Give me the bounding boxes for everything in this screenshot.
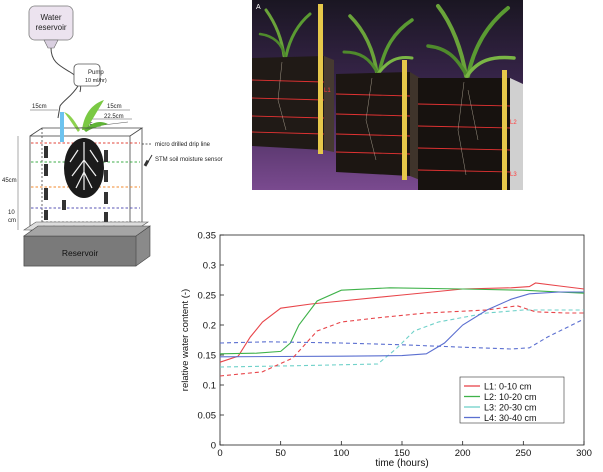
y-tick-label: 0.35 <box>198 231 217 242</box>
series-line-6 <box>219 318 585 350</box>
x-tick-label: 0 <box>217 448 222 459</box>
dim-10cm-b: cm <box>8 218 16 224</box>
soil-box-1 <box>252 56 334 152</box>
y-tick-label: 0.1 <box>203 381 216 392</box>
photo-layer-label-3: L3 <box>510 172 517 178</box>
legend-sensor: STM soil moisture sensor <box>155 157 223 163</box>
series-line-5 <box>219 305 584 377</box>
panel-label: A <box>256 4 261 11</box>
pump: Pump 10 ml/hr) <box>73 63 107 87</box>
dim-15cm-right: 15cm <box>107 104 122 110</box>
plant-leaves-icon <box>64 100 108 132</box>
y-tick-label: 0.25 <box>198 291 217 302</box>
reservoir-bottom-label: Reservoir <box>62 248 99 258</box>
legend-label: L1: 0-10 cm <box>484 382 532 392</box>
y-tick-label: 0.15 <box>198 351 217 362</box>
corn-plants-icon <box>258 4 516 78</box>
rhizotron-photo: A <box>252 0 523 190</box>
y-tick-label: 0.05 <box>198 411 217 422</box>
y-axis-label: relative water content (-) <box>180 289 191 391</box>
legend-label: L3: 20-30 cm <box>484 403 537 413</box>
dim-45cm-height: 45cm <box>2 178 17 184</box>
x-tick-label: 50 <box>275 448 286 459</box>
legend-box <box>459 376 565 424</box>
dim-22-5cm: 22.5cm <box>104 114 124 120</box>
legend-label: L4: 30-40 cm <box>484 413 537 423</box>
experimental-setup-diagram: Water reservoir Pump 10 ml/hr) 15cm 15cm… <box>2 5 223 267</box>
pump-label-line2: 10 ml/hr) <box>85 78 107 84</box>
legend-drip-line: micro drilled drip line <box>155 142 211 148</box>
dim-10cm-a: 10 <box>8 210 15 216</box>
series-line-1 <box>219 282 585 363</box>
legend-label: L2: 10-20 cm <box>484 392 537 402</box>
rulers <box>318 4 507 190</box>
water-content-chart: 0 50 100 150 200 250 300 0 0.05 0.1 0.15 0.2 0.25 0.3… <box>180 231 592 470</box>
dim-15cm-left: 15cm <box>32 104 47 110</box>
series-line-3 <box>219 309 584 368</box>
x-tick-label: 250 <box>515 448 531 459</box>
reservoir-label-line1: Water <box>40 13 61 22</box>
layer-lines <box>252 79 511 173</box>
series-line-2 <box>219 287 585 355</box>
x-tick-label: 100 <box>333 448 349 459</box>
y-tick-label: 0.2 <box>203 321 216 332</box>
water-reservoir-bag: Water reservoir <box>28 5 74 49</box>
photo-layer-label-2: L2 <box>510 120 517 126</box>
y-tick-label: 0 <box>211 441 216 452</box>
photo-layer-label-1: L1 <box>324 88 331 94</box>
soil-box-2 <box>336 72 420 180</box>
series-line-4 <box>219 291 584 358</box>
x-tick-label: 300 <box>576 448 592 459</box>
pump-label-line1: Pump <box>88 70 104 76</box>
y-tick-label: 0.3 <box>203 261 216 272</box>
x-tick-label: 200 <box>455 448 471 459</box>
reservoir-label-line2: reservoir <box>35 23 66 32</box>
x-tick-label: 150 <box>394 448 410 459</box>
soil-moisture-sensors <box>44 146 108 222</box>
x-axis-label: time (hours) <box>375 458 428 469</box>
root-system-icon <box>64 138 104 198</box>
bottom-reservoir: Reservoir <box>23 225 151 267</box>
soil-box-3 <box>418 78 523 190</box>
